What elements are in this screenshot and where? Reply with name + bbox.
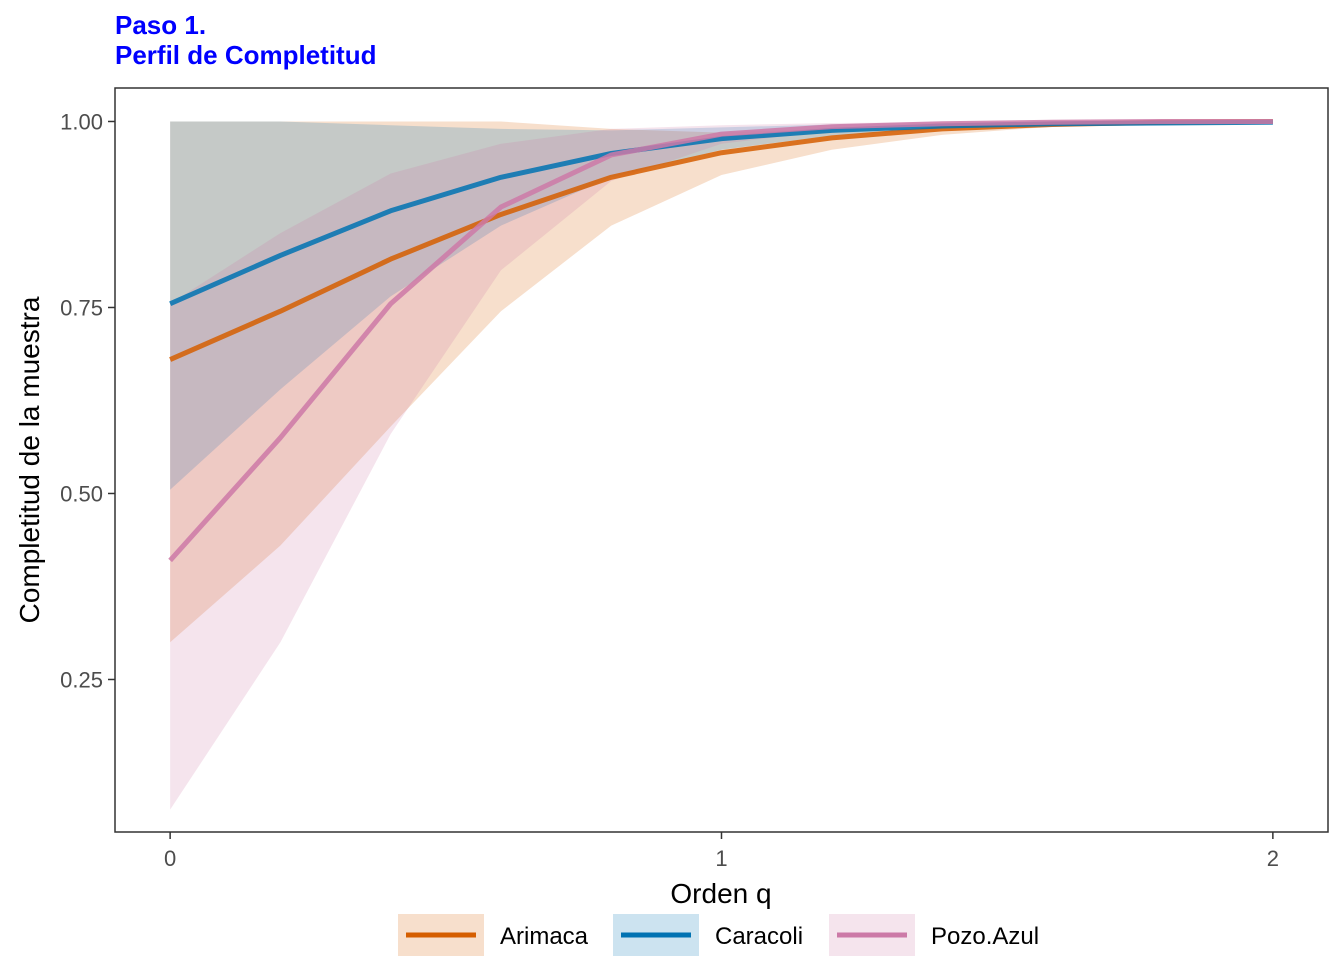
- chart-title: Paso 1. Perfil de Completitud: [115, 10, 376, 70]
- y-axis-title: Completitud de la muestra: [14, 296, 45, 623]
- y-tick-label: 0.50: [60, 481, 103, 506]
- y-tick-label: 0.25: [60, 667, 103, 692]
- x-axis: 0 1 2: [164, 832, 1279, 871]
- legend-item-pozo-azul: Pozo.Azul: [829, 914, 1039, 956]
- x-tick-label: 0: [164, 846, 176, 871]
- band-pozo-azul: [170, 121, 1273, 810]
- title-line-1: Paso 1.: [115, 10, 207, 40]
- legend-label: Arimaca: [500, 923, 589, 950]
- x-axis-title: Orden q: [670, 878, 771, 909]
- x-tick-label: 1: [715, 846, 727, 871]
- x-tick-label: 2: [1267, 846, 1279, 871]
- legend: Arimaca Caracoli Pozo.Azul: [398, 914, 1039, 956]
- legend-label: Pozo.Azul: [931, 923, 1039, 950]
- line-pozo-azul: [168, 118, 1273, 563]
- y-tick-label: 1.00: [60, 109, 103, 134]
- legend-item-caracoli: Caracoli: [613, 914, 803, 956]
- y-axis: 0.25 0.50 0.75 1.00: [60, 109, 115, 692]
- band-arimaca: [170, 121, 1273, 643]
- band-caracoli: [170, 121, 1273, 490]
- series-lines: [168, 118, 1273, 563]
- legend-item-arimaca: Arimaca: [398, 914, 589, 956]
- y-tick-label: 0.75: [60, 295, 103, 320]
- title-line-2: Perfil de Completitud: [115, 40, 377, 70]
- legend-label: Caracoli: [715, 923, 803, 950]
- confidence-bands: [170, 121, 1273, 810]
